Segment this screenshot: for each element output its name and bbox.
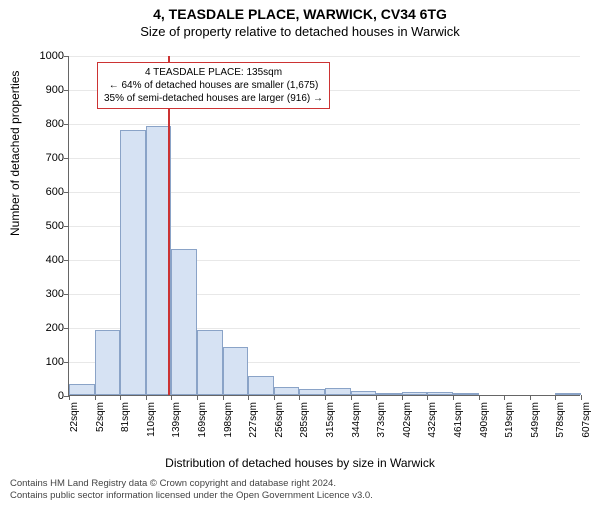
x-tick-label: 607sqm	[581, 402, 592, 446]
histogram-bar	[402, 392, 428, 395]
x-tick-mark	[274, 395, 275, 400]
plot-region: 0100200300400500600700800900100022sqm52s…	[68, 56, 580, 396]
y-tick-label: 200	[24, 322, 64, 334]
x-tick-mark	[402, 395, 403, 400]
x-tick-mark	[453, 395, 454, 400]
x-tick-mark	[69, 395, 70, 400]
x-tick-label: 402sqm	[402, 402, 413, 446]
y-tick-mark	[64, 362, 69, 363]
chart-area: 0100200300400500600700800900100022sqm52s…	[68, 56, 580, 396]
y-tick-label: 300	[24, 288, 64, 300]
x-tick-label: 461sqm	[453, 402, 464, 446]
x-tick-mark	[146, 395, 147, 400]
histogram-bar	[248, 376, 274, 395]
x-tick-label: 490sqm	[479, 402, 490, 446]
x-tick-mark	[530, 395, 531, 400]
x-axis-label: Distribution of detached houses by size …	[0, 456, 600, 470]
grid-line	[69, 56, 580, 57]
x-tick-label: 256sqm	[274, 402, 285, 446]
histogram-bar	[555, 393, 581, 395]
histogram-bar	[120, 130, 146, 395]
x-tick-label: 373sqm	[376, 402, 387, 446]
y-tick-label: 900	[24, 84, 64, 96]
x-tick-label: 198sqm	[223, 402, 234, 446]
x-tick-label: 519sqm	[504, 402, 515, 446]
histogram-bar	[171, 249, 197, 395]
grid-line	[69, 124, 580, 125]
x-tick-mark	[171, 395, 172, 400]
y-tick-mark	[64, 294, 69, 295]
histogram-bar	[453, 393, 479, 395]
y-axis-label: Number of detached properties	[8, 71, 22, 236]
x-tick-label: 81sqm	[120, 402, 131, 446]
x-tick-label: 432sqm	[427, 402, 438, 446]
y-tick-label: 500	[24, 220, 64, 232]
y-tick-mark	[64, 90, 69, 91]
y-tick-mark	[64, 328, 69, 329]
x-tick-mark	[120, 395, 121, 400]
chart-subtitle: Size of property relative to detached ho…	[0, 24, 600, 39]
footnote: Contains HM Land Registry data © Crown c…	[10, 478, 590, 502]
x-tick-label: 285sqm	[299, 402, 310, 446]
annotation-line: 35% of semi-detached houses are larger (…	[104, 92, 323, 105]
x-tick-mark	[197, 395, 198, 400]
x-tick-label: 227sqm	[248, 402, 259, 446]
y-tick-mark	[64, 226, 69, 227]
y-tick-label: 100	[24, 356, 64, 368]
x-tick-mark	[479, 395, 480, 400]
x-tick-mark	[351, 395, 352, 400]
y-tick-mark	[64, 192, 69, 193]
x-tick-label: 22sqm	[69, 402, 80, 446]
footnote-line2: Contains public sector information licen…	[10, 490, 590, 502]
y-tick-mark	[64, 158, 69, 159]
x-tick-label: 110sqm	[146, 402, 157, 446]
x-tick-mark	[248, 395, 249, 400]
x-tick-mark	[325, 395, 326, 400]
x-tick-mark	[299, 395, 300, 400]
y-tick-mark	[64, 260, 69, 261]
y-tick-label: 0	[24, 390, 64, 402]
x-tick-mark	[581, 395, 582, 400]
x-tick-label: 344sqm	[351, 402, 362, 446]
y-tick-label: 400	[24, 254, 64, 266]
y-tick-mark	[64, 124, 69, 125]
x-tick-label: 52sqm	[95, 402, 106, 446]
histogram-bar	[325, 388, 351, 395]
x-tick-label: 315sqm	[325, 402, 336, 446]
histogram-bar	[223, 347, 249, 395]
histogram-bar	[274, 387, 300, 396]
y-tick-mark	[64, 56, 69, 57]
x-tick-label: 578sqm	[555, 402, 566, 446]
x-tick-mark	[223, 395, 224, 400]
histogram-bar	[69, 384, 95, 395]
x-tick-mark	[555, 395, 556, 400]
histogram-bar	[95, 330, 121, 395]
chart-title: 4, TEASDALE PLACE, WARWICK, CV34 6TG	[0, 6, 600, 22]
y-tick-label: 600	[24, 186, 64, 198]
x-tick-mark	[504, 395, 505, 400]
annotation-line: 4 TEASDALE PLACE: 135sqm	[104, 66, 323, 79]
y-tick-label: 700	[24, 152, 64, 164]
histogram-bar	[351, 391, 377, 395]
x-tick-mark	[95, 395, 96, 400]
annotation-line: ← 64% of detached houses are smaller (1,…	[104, 79, 323, 92]
annotation-box: 4 TEASDALE PLACE: 135sqm← 64% of detache…	[97, 62, 330, 109]
x-tick-label: 169sqm	[197, 402, 208, 446]
histogram-bar	[197, 330, 223, 395]
histogram-bar	[427, 392, 453, 395]
x-tick-label: 549sqm	[530, 402, 541, 446]
footnote-line1: Contains HM Land Registry data © Crown c…	[10, 478, 590, 490]
histogram-bar	[299, 389, 325, 395]
x-tick-mark	[376, 395, 377, 400]
y-tick-label: 1000	[24, 50, 64, 62]
x-tick-label: 139sqm	[171, 402, 182, 446]
x-tick-mark	[427, 395, 428, 400]
y-tick-label: 800	[24, 118, 64, 130]
histogram-bar	[376, 393, 402, 395]
